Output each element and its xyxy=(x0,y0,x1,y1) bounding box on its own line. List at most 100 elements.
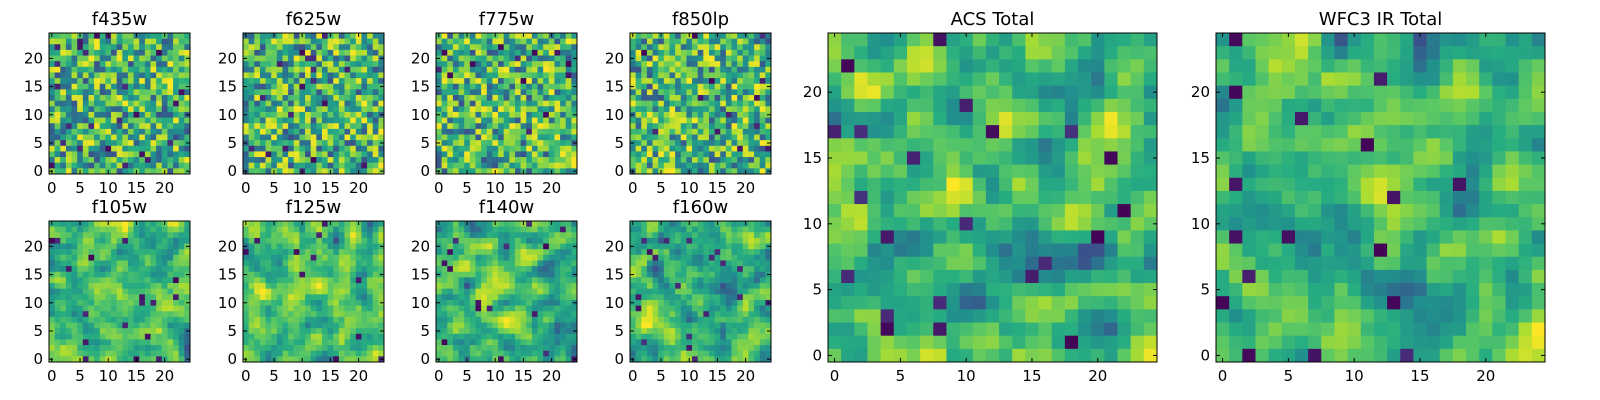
heatmap-cell xyxy=(139,311,146,318)
heatmap-cell xyxy=(372,266,379,273)
heatmap-cell xyxy=(65,66,73,73)
heatmap-cell xyxy=(127,134,135,141)
heatmap-cell xyxy=(708,117,716,124)
heatmap-cell xyxy=(514,111,522,119)
heatmap-cell xyxy=(703,117,710,124)
heatmap-cell xyxy=(509,66,516,73)
heatmap-cell xyxy=(139,95,146,102)
heatmap-cell xyxy=(630,266,637,273)
heatmap-cell xyxy=(116,237,123,245)
heatmap-cell xyxy=(265,243,272,250)
heatmap-cell xyxy=(675,44,682,51)
heatmap-cell xyxy=(503,221,510,228)
heatmap-cell xyxy=(282,128,289,136)
heatmap-cell xyxy=(88,333,95,340)
heatmap-cell xyxy=(565,260,572,267)
heatmap-cell xyxy=(441,294,448,301)
heatmap-cell xyxy=(77,72,84,79)
heatmap-cell xyxy=(703,55,710,62)
heatmap-cell xyxy=(441,49,448,57)
heatmap-cell xyxy=(150,61,157,68)
heatmap-cell xyxy=(708,123,716,130)
x-tick-label: 10 xyxy=(293,179,312,197)
heatmap-cell xyxy=(243,226,250,233)
heatmap-cell xyxy=(548,232,555,239)
heatmap-cell xyxy=(139,294,146,301)
heatmap-cell xyxy=(652,117,659,124)
heatmap-cell xyxy=(127,151,135,158)
heatmap-cell xyxy=(367,140,374,147)
heatmap-cell xyxy=(321,128,329,136)
heatmap-cell xyxy=(748,100,755,107)
heatmap-cell xyxy=(116,66,123,73)
heatmap-cell xyxy=(243,311,250,318)
heatmap-cell xyxy=(243,305,250,312)
heatmap-cell xyxy=(697,151,704,158)
heatmap-cell xyxy=(299,294,306,301)
heatmap-cell xyxy=(271,249,278,256)
heatmap-cell xyxy=(565,333,572,340)
heatmap-cell xyxy=(350,66,357,73)
heatmap-cell xyxy=(99,83,106,90)
heatmap-cell xyxy=(754,140,761,147)
heatmap-cell xyxy=(652,106,659,113)
heatmap-cell xyxy=(333,283,340,290)
heatmap-cell xyxy=(65,283,73,290)
heatmap-cell xyxy=(184,61,191,68)
heatmap-cell xyxy=(641,157,648,164)
heatmap-cell xyxy=(486,145,493,152)
heatmap-cell xyxy=(441,277,448,284)
heatmap-cells xyxy=(436,33,578,175)
heatmap-cell xyxy=(173,100,180,107)
heatmap-cell xyxy=(537,38,544,45)
heatmap-cell xyxy=(54,83,61,90)
heatmap-cell xyxy=(259,283,267,290)
heatmap-cell xyxy=(697,66,704,73)
heatmap-cell xyxy=(548,123,555,130)
heatmap-cell xyxy=(372,49,379,57)
heatmap-cell xyxy=(498,168,505,175)
heatmap-cell xyxy=(265,221,272,228)
heatmap-cell xyxy=(531,100,539,107)
heatmap-cell xyxy=(703,140,710,147)
heatmap-cell xyxy=(737,168,744,175)
heatmap-cell xyxy=(737,72,744,79)
heatmap-cell xyxy=(355,226,362,233)
heatmap-cell xyxy=(361,128,368,136)
heatmap-cell xyxy=(748,49,755,57)
heatmap-cell xyxy=(271,260,278,267)
heatmap-cell xyxy=(680,299,687,307)
heatmap-cell xyxy=(54,288,61,295)
heatmap-cell xyxy=(127,237,135,245)
heatmap-cell xyxy=(276,333,283,340)
heatmap-cell xyxy=(537,162,544,169)
heatmap-cell xyxy=(361,106,368,113)
heatmap-cell xyxy=(333,249,340,256)
heatmap-cell xyxy=(669,72,676,79)
heatmap-cell xyxy=(105,157,112,164)
heatmap-cell xyxy=(543,117,550,124)
heatmap-cell xyxy=(361,134,368,141)
heatmap-cell xyxy=(646,260,654,267)
heatmap-cell xyxy=(436,266,443,273)
heatmap-cell xyxy=(167,145,174,152)
heatmap-cell xyxy=(282,333,289,340)
heatmap-cell xyxy=(116,350,123,357)
heatmap-cell xyxy=(94,237,101,245)
heatmap-cell xyxy=(372,95,379,102)
heatmap-cell xyxy=(697,61,704,68)
heatmap-cell xyxy=(486,322,493,329)
heatmap-cell xyxy=(560,100,567,107)
heatmap-cell xyxy=(355,100,362,107)
heatmap-cell xyxy=(492,38,499,45)
heatmap-cell xyxy=(173,299,180,307)
heatmap-cell xyxy=(520,232,527,239)
heatmap-cell xyxy=(327,128,334,136)
heatmap-cell xyxy=(703,123,710,130)
heatmap-cell xyxy=(441,254,448,261)
heatmap-cell xyxy=(305,288,312,295)
heatmap-cell xyxy=(99,299,106,307)
heatmap-cell xyxy=(344,162,351,169)
heatmap-cell xyxy=(378,44,385,51)
heatmap-cell xyxy=(697,249,704,256)
